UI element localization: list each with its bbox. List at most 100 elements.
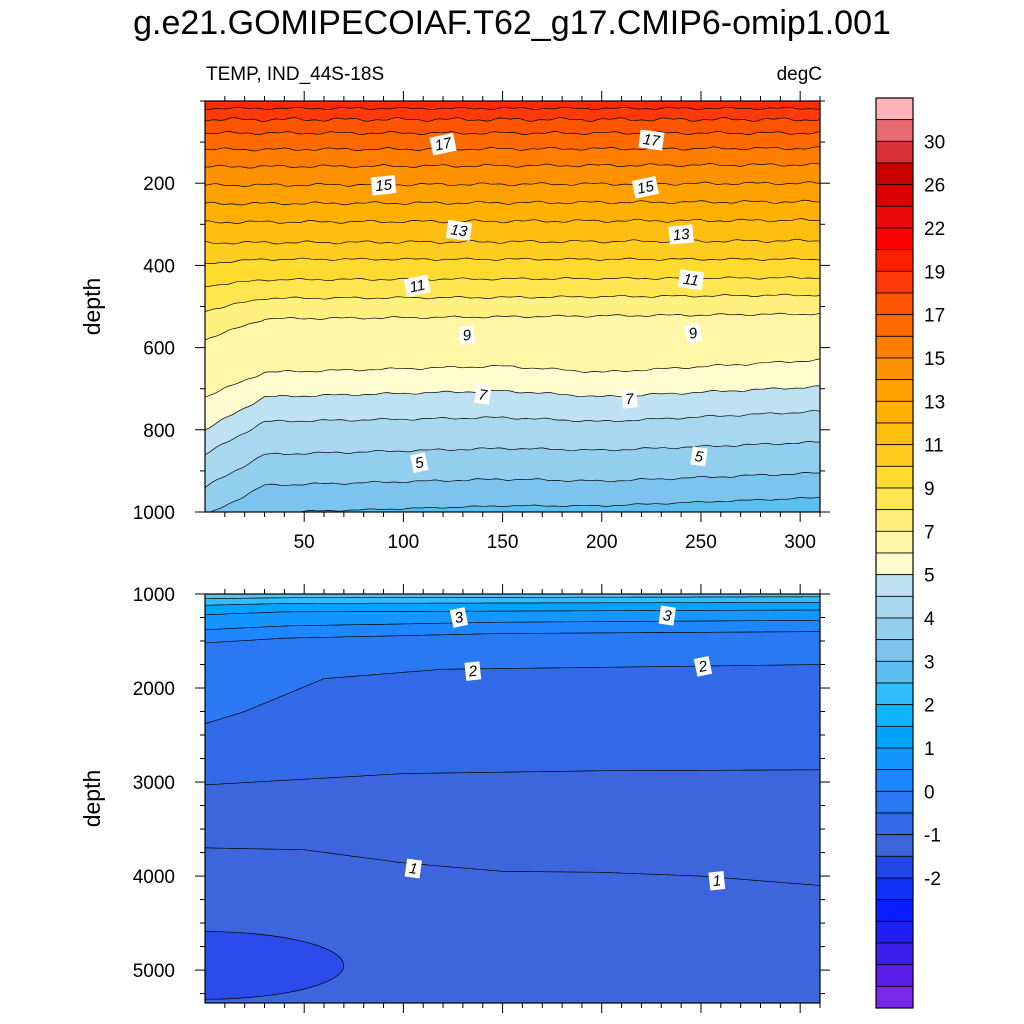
lower-band	[205, 602, 820, 615]
contour-label-box	[370, 175, 397, 196]
contour-label-box	[404, 858, 422, 879]
contour-label-text: 13	[672, 226, 691, 245]
contour-label: 2	[693, 656, 713, 677]
contour-label-text: 15	[374, 176, 393, 195]
contour-label-box	[683, 322, 703, 344]
upper-band	[292, 497, 820, 512]
contour-label: 15	[631, 176, 660, 199]
colorbar-swatch	[875, 422, 914, 446]
colorbar-swatch	[875, 400, 914, 424]
upper-band	[210, 472, 820, 512]
upper-band	[205, 146, 820, 169]
contour-label: 3	[449, 607, 469, 628]
colorbar-swatch	[875, 227, 914, 251]
colorbar-frame	[875, 97, 914, 1009]
colorbar-swatch	[875, 249, 914, 272]
colorbar-swatch	[875, 725, 914, 749]
upper-contour-line	[205, 358, 820, 398]
colorbar-swatch	[875, 682, 914, 706]
upper-band	[205, 410, 820, 488]
colorbar-label: 3	[924, 652, 935, 673]
upper-contour-line	[205, 106, 820, 110]
y-tick-label: 400	[143, 256, 175, 277]
colorbar-swatch	[875, 790, 914, 814]
contour-label-box	[403, 274, 431, 298]
upper-contour-line	[205, 218, 820, 224]
colorbar-swatch	[875, 97, 914, 121]
upper-contour-line	[205, 276, 820, 287]
contour-label-box	[677, 269, 705, 291]
colorbar-swatch	[875, 704, 914, 727]
y-tick-label: 600	[143, 339, 175, 360]
upper-contour-line	[205, 131, 820, 135]
colorbar-swatch	[875, 964, 914, 987]
contour-label-box	[638, 129, 665, 151]
upper-band	[205, 218, 820, 244]
contour-label: 17	[429, 132, 457, 156]
chart-subtitle-variable: TEMP, IND_44S-18S	[206, 64, 385, 85]
contour-label-box	[474, 384, 492, 405]
colorbar-swatch	[875, 119, 914, 142]
colorbar-swatch	[875, 270, 914, 294]
upper-band	[205, 200, 820, 224]
upper-band	[205, 131, 820, 151]
contour-label-text: 11	[408, 277, 427, 297]
colorbar-swatch	[875, 140, 914, 164]
contour-label-box	[631, 176, 660, 199]
colorbar-swatch	[875, 639, 914, 662]
colorbar-swatch	[875, 552, 914, 576]
upper-contour-line	[205, 257, 820, 264]
lower-band	[205, 664, 820, 785]
contour-label: 5	[690, 446, 708, 467]
colorbar-swatch	[875, 920, 914, 944]
y-tick-label: 800	[143, 421, 175, 442]
upper-band	[205, 294, 820, 340]
colorbar-label: 19	[924, 262, 945, 283]
chart-title: g.e21.GOMIPECOIAF.T62_g17.CMIP6-omip1.00…	[133, 4, 891, 42]
colorbar-swatch	[875, 942, 914, 966]
contour-label: 7	[474, 384, 492, 405]
upper-contour-line	[205, 410, 820, 456]
lower-contour-line	[205, 631, 820, 644]
contour-label-text: 17	[433, 134, 453, 154]
contour-label: 1	[708, 871, 726, 891]
contour-label: 9	[458, 325, 476, 346]
colorbar-swatch	[875, 162, 914, 186]
contour-label-box	[410, 452, 429, 474]
colorbar-swatch	[875, 530, 914, 554]
contour-label-box	[458, 325, 476, 346]
upper-contour-line	[205, 293, 820, 312]
lower-band	[205, 631, 820, 724]
lower-panel: 1000 2000 3000 4000 5000 depth 3 3 2 2 1 1	[79, 584, 830, 1013]
colorbar-swatch	[875, 379, 914, 402]
lower-contour-line	[205, 769, 820, 786]
colorbar-label: 30	[924, 132, 945, 153]
upper-contour-line	[205, 162, 820, 169]
upper-band	[205, 258, 820, 287]
upper-band	[205, 163, 820, 187]
upper-band	[205, 117, 820, 135]
cold-water-pool	[205, 931, 345, 1000]
upper-contour-line	[205, 199, 820, 206]
colorbar-label: 0	[924, 782, 935, 803]
contour-label-text: 1	[408, 860, 419, 878]
upper-band	[205, 385, 820, 455]
contour-label-box	[464, 661, 482, 681]
colorbar-label: 7	[924, 522, 935, 543]
x-tick-label: 250	[685, 532, 717, 553]
lower-contour-line	[205, 602, 820, 606]
contour-label: 17	[638, 129, 665, 151]
x-tick-label: 200	[586, 532, 618, 553]
contour-label-box	[658, 605, 676, 626]
colorbar-swatch	[875, 184, 914, 207]
contour-label-box	[445, 219, 473, 242]
contour-label-box	[693, 656, 713, 677]
colorbar-swatch	[875, 205, 914, 229]
y-tick-label: 200	[143, 174, 175, 195]
y-tick-label: 1000	[133, 503, 175, 524]
colorbar-label: 22	[924, 219, 945, 240]
colorbar-swatch	[875, 574, 914, 597]
colorbar-label: 26	[924, 176, 945, 197]
colorbar-label: 13	[924, 392, 945, 413]
